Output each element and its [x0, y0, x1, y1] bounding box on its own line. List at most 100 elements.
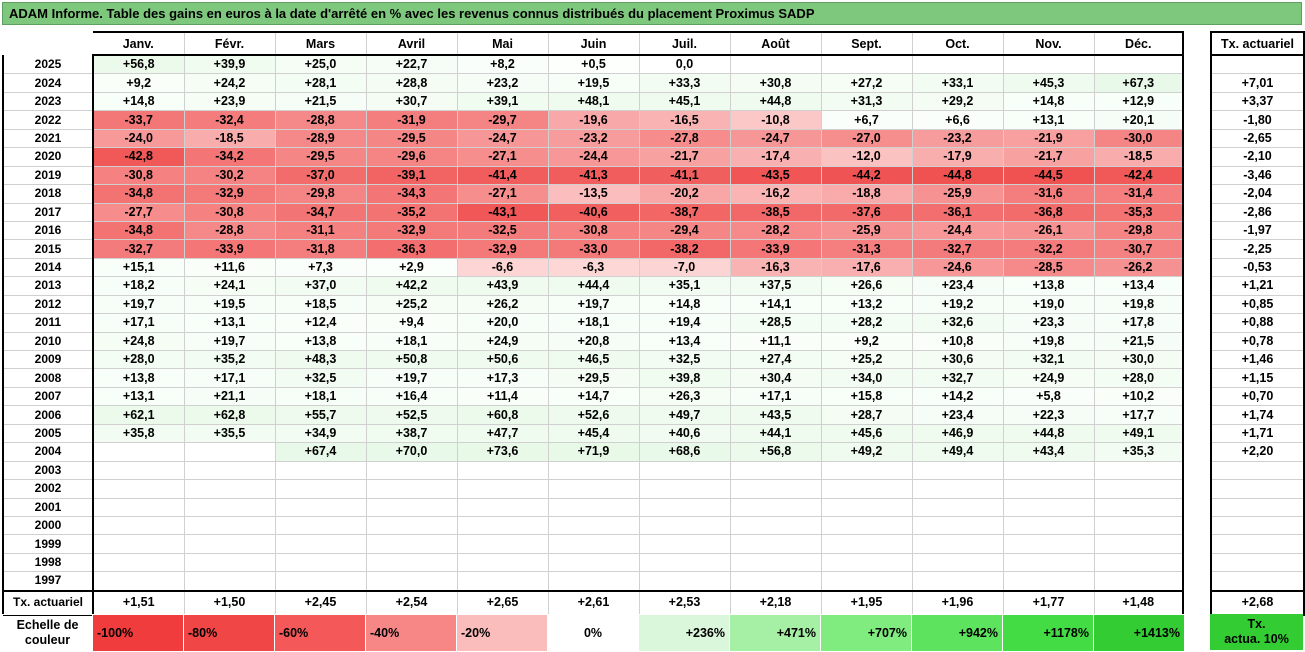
gain-cell: +0,5: [548, 55, 640, 75]
gain-cell: +14,8: [1003, 92, 1095, 112]
gain-cell: +13,8: [275, 332, 367, 352]
gain-cell: +27,4: [730, 350, 822, 370]
table-row: [1210, 571, 1305, 592]
gain-cell: +17,8: [1094, 313, 1184, 333]
gain-cell: -41,4: [457, 166, 549, 186]
gain-cell: +22,3: [1003, 405, 1095, 425]
gain-cell: +19,7: [184, 332, 276, 352]
gain-cell: -33,7: [93, 110, 185, 130]
gain-cell: -29,8: [1094, 221, 1184, 241]
gain-cell: -34,2: [184, 147, 276, 167]
gain-cell: -38,7: [639, 203, 731, 222]
gain-cell: [93, 571, 185, 592]
year-label: 2024: [2, 73, 94, 93]
tx-header-row: Tx. actuariel: [1210, 31, 1305, 56]
gain-cell: +39,9: [184, 55, 276, 75]
year-label: 2009: [2, 350, 94, 370]
gain-cell: -39,1: [366, 166, 458, 186]
table-row: +0,78: [1210, 332, 1305, 352]
gain-cell: -29,4: [639, 221, 731, 241]
gain-cell: [912, 479, 1004, 499]
gain-cell: +24,1: [184, 276, 276, 296]
table-row: -2,10: [1210, 147, 1305, 167]
table-row: 2023 +14,8 +23,9 +21,5 +30,7 +39,1 +48,1 +45,1 +…: [2, 92, 1184, 112]
tx-cell: [1210, 498, 1305, 517]
legend-swatch: +1413%: [1093, 614, 1185, 652]
table-row: +1,71: [1210, 424, 1305, 444]
tx-cell: [1210, 516, 1305, 536]
gain-cell: +6,6: [912, 110, 1004, 130]
table-row: 2008 +13,8 +17,1 +32,5 +19,7 +17,3 +29,5 +39,8 +…: [2, 368, 1184, 388]
gain-cell: +32,5: [639, 350, 731, 370]
gain-cell: [548, 534, 640, 554]
gain-cell: +8,2: [457, 55, 549, 75]
gain-cell: +56,8: [730, 442, 822, 462]
gain-cell: [548, 461, 640, 481]
gain-cell: +18,1: [366, 332, 458, 352]
gain-cell: -40,6: [548, 203, 640, 222]
tx-cell: +7,01: [1210, 73, 1305, 93]
gain-cell: [275, 516, 367, 536]
gain-cell: +13,1: [1003, 110, 1095, 130]
gain-cell: [912, 553, 1004, 573]
table-row: 2011 +17,1 +13,1 +12,4 +9,4 +20,0 +18,1 +19,4 +2…: [2, 313, 1184, 333]
gain-cell: +19,7: [548, 295, 640, 315]
gain-cell: +14,8: [93, 92, 185, 112]
gain-cell: [1003, 55, 1095, 75]
gain-cell: -44,2: [821, 166, 913, 186]
gain-cell: -16,3: [730, 258, 822, 278]
gain-cell: [1003, 534, 1095, 554]
gain-cell: +13,2: [821, 295, 913, 315]
year-label: 2020: [2, 147, 94, 167]
gain-cell: [93, 479, 185, 499]
gain-cell: [457, 553, 549, 573]
legend-swatch: -20%: [456, 614, 548, 652]
gain-cell: [366, 461, 458, 481]
gain-cell: [93, 461, 185, 481]
year-label: 2015: [2, 239, 94, 259]
table-row: 2013 +18,2 +24,1 +37,0 +42,2 +43,9 +44,4 +35,1 +…: [2, 276, 1184, 296]
table-row: 2010 +24,8 +19,7 +13,8 +18,1 +24,9 +20,8 +13,4 +…: [2, 332, 1184, 352]
table-row: +1,21: [1210, 276, 1305, 296]
year-label: 1997: [2, 571, 94, 592]
table-row: 2021 -24,0 -18,5 -28,9 -29,5 -24,7 -23,2 -27,8-…: [2, 129, 1184, 149]
year-label: 2004: [2, 442, 94, 462]
table-row: [1210, 55, 1305, 75]
gain-cell: +38,7: [366, 424, 458, 444]
table-row: +0,85: [1210, 295, 1305, 315]
footer-rate-cell: +2,45: [275, 589, 367, 616]
gain-cell: +19,8: [1003, 332, 1095, 352]
gain-cell: -12,0: [821, 147, 913, 167]
gain-cell: [821, 461, 913, 481]
year-label: 2021: [2, 129, 94, 149]
gain-cell: [1094, 516, 1184, 536]
gain-cell: [1003, 571, 1095, 592]
gain-cell: -33,9: [184, 239, 276, 259]
gain-cell: +28,0: [1094, 368, 1184, 388]
table-row: [1210, 479, 1305, 499]
gain-cell: +73,6: [457, 442, 549, 462]
gain-cell: -32,5: [457, 221, 549, 241]
gain-cell: +67,3: [1094, 73, 1184, 93]
tx-cell: [1210, 461, 1305, 481]
table-row: +1,74: [1210, 405, 1305, 425]
gain-cell: +43,5: [730, 405, 822, 425]
month-header: Juin: [548, 31, 640, 56]
gain-cell: [912, 534, 1004, 554]
gain-cell: -19,6: [548, 110, 640, 130]
gain-cell: -43,5: [730, 166, 822, 186]
gain-cell: -25,9: [912, 184, 1004, 204]
table-row: 2014 +15,1 +11,6 +7,3 +2,9 -6,6 -6,3 -7,0 -16,3-…: [2, 258, 1184, 278]
table-row: 2000: [2, 516, 1184, 536]
footer-rate-cell: +1,48: [1094, 589, 1184, 616]
gain-cell: -6,6: [457, 258, 549, 278]
gain-cell: +15,1: [93, 258, 185, 278]
table-row: 2005 +35,8 +35,5 +34,9 +38,7 +47,7 +45,4 +40,6 +…: [2, 424, 1184, 444]
gain-cell: [730, 534, 822, 554]
tx-cell: -2,10: [1210, 147, 1305, 167]
table-row: 2016 -34,8 -28,8 -31,1 -32,9 -32,5 -30,8 -29,4-…: [2, 221, 1184, 241]
gain-cell: [184, 516, 276, 536]
table-row: +2,20: [1210, 442, 1305, 462]
table-row: +3,37: [1210, 92, 1305, 112]
gain-cell: +35,3: [1094, 442, 1184, 462]
